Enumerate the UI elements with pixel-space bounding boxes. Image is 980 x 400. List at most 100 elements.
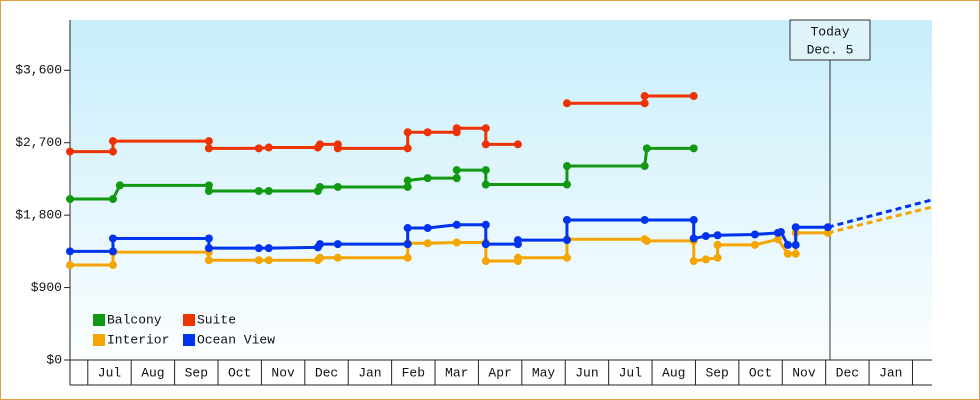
point bbox=[452, 174, 461, 183]
point bbox=[481, 257, 490, 266]
point bbox=[66, 261, 74, 270]
legend-swatch bbox=[93, 334, 105, 346]
x-tick-label: Nov bbox=[792, 365, 816, 380]
point bbox=[108, 147, 117, 156]
point bbox=[254, 144, 263, 153]
forecast-line bbox=[827, 205, 933, 235]
point bbox=[264, 187, 273, 195]
x-tick-label: Oct bbox=[228, 365, 251, 380]
point bbox=[108, 261, 117, 270]
point bbox=[403, 182, 412, 191]
point bbox=[640, 92, 649, 101]
point bbox=[316, 182, 325, 191]
point bbox=[713, 253, 722, 262]
today-label: Today bbox=[810, 24, 849, 39]
point bbox=[513, 253, 522, 262]
point bbox=[423, 128, 432, 137]
point bbox=[689, 215, 698, 224]
forecast-line bbox=[827, 198, 933, 229]
point bbox=[750, 240, 759, 249]
point bbox=[204, 137, 213, 146]
point bbox=[791, 223, 800, 232]
point bbox=[642, 144, 651, 153]
today-box bbox=[789, 19, 871, 61]
legend-label: Ocean View bbox=[197, 332, 275, 347]
point bbox=[403, 128, 412, 137]
point bbox=[316, 140, 325, 149]
y-tick-label: $0 bbox=[46, 352, 62, 367]
point bbox=[333, 182, 342, 191]
point bbox=[333, 253, 342, 262]
point bbox=[783, 240, 792, 249]
x-tick-label: Oct bbox=[749, 365, 772, 380]
legend-swatch bbox=[93, 314, 105, 326]
legend-label: Suite bbox=[197, 312, 236, 327]
point bbox=[452, 220, 461, 229]
point bbox=[481, 220, 490, 229]
point bbox=[640, 162, 649, 171]
point bbox=[264, 256, 273, 265]
point bbox=[452, 124, 461, 133]
point bbox=[204, 234, 213, 243]
legend-label: Interior bbox=[107, 332, 169, 347]
point bbox=[823, 223, 832, 232]
x-tick-label: May bbox=[532, 365, 556, 380]
y-tick-label: $3,600 bbox=[15, 63, 62, 78]
point bbox=[108, 195, 117, 204]
point bbox=[403, 144, 412, 153]
point bbox=[689, 92, 698, 101]
point bbox=[423, 239, 432, 248]
point bbox=[403, 176, 412, 185]
x-tick-label: Sep bbox=[705, 365, 728, 380]
point bbox=[562, 180, 571, 189]
legend-label: Balcony bbox=[107, 312, 162, 327]
point bbox=[750, 230, 759, 239]
point bbox=[713, 240, 722, 249]
x-tick-label: Mar bbox=[445, 365, 468, 380]
point bbox=[204, 244, 213, 253]
x-tick-label: Nov bbox=[271, 365, 295, 380]
point bbox=[689, 144, 698, 153]
x-tick-label: Jul bbox=[98, 365, 122, 380]
point bbox=[204, 256, 213, 265]
point bbox=[108, 247, 117, 256]
point bbox=[108, 137, 117, 146]
point bbox=[783, 249, 792, 258]
point bbox=[204, 187, 213, 195]
point bbox=[823, 228, 832, 237]
point bbox=[562, 236, 571, 245]
point bbox=[108, 234, 117, 243]
point bbox=[254, 244, 263, 253]
point bbox=[452, 238, 461, 247]
point bbox=[204, 144, 213, 153]
point bbox=[423, 174, 432, 183]
x-tick-label: Apr bbox=[488, 365, 511, 380]
point bbox=[333, 144, 342, 153]
point bbox=[562, 253, 571, 262]
point bbox=[481, 240, 490, 249]
point bbox=[562, 215, 571, 224]
point bbox=[481, 166, 490, 175]
point bbox=[403, 224, 412, 233]
point bbox=[640, 215, 649, 224]
plot-area bbox=[70, 20, 932, 360]
point bbox=[642, 236, 651, 245]
point bbox=[316, 240, 325, 249]
point bbox=[452, 166, 461, 175]
x-tick-label: Feb bbox=[402, 365, 425, 380]
legend-swatch bbox=[183, 334, 195, 346]
point bbox=[66, 195, 74, 204]
x-tick-label: Aug bbox=[662, 365, 685, 380]
point bbox=[66, 247, 74, 256]
x-tick-label: Jul bbox=[619, 365, 643, 380]
point bbox=[791, 249, 800, 258]
point bbox=[562, 162, 571, 171]
point bbox=[264, 244, 273, 253]
point bbox=[773, 235, 782, 244]
point bbox=[776, 228, 785, 237]
point bbox=[689, 257, 698, 266]
x-tick-label: Sep bbox=[185, 365, 208, 380]
x-tick-label: Jun bbox=[575, 365, 598, 380]
point bbox=[513, 140, 522, 149]
